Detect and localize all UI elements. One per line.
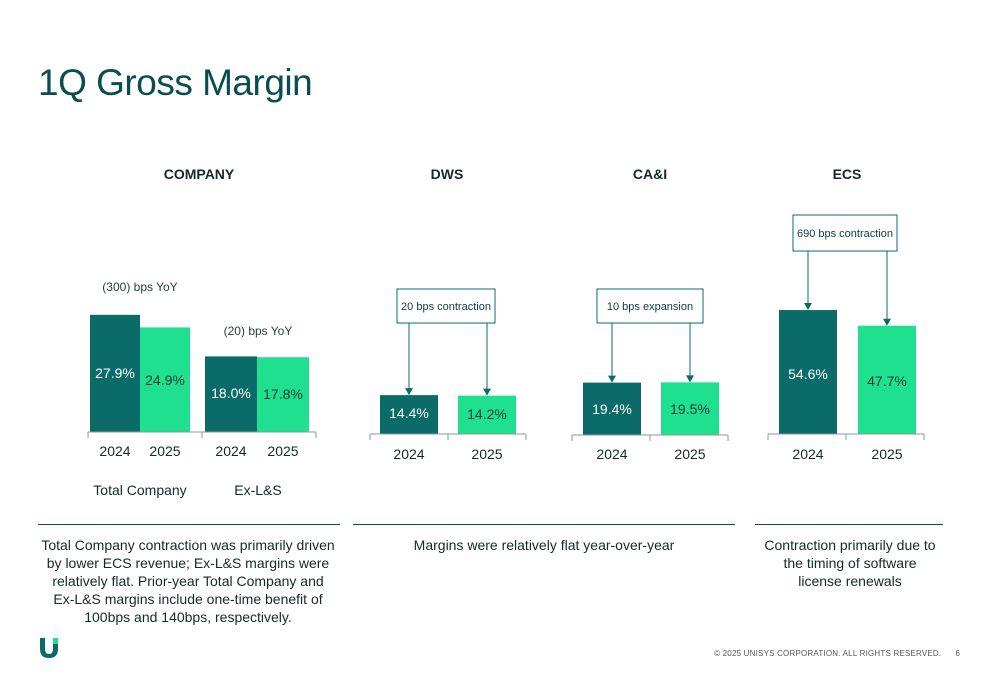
cai-bar-2025 — [661, 382, 719, 435]
cai-tick-label-2024: 2024 — [596, 446, 627, 462]
ecs-bar-2025 — [858, 325, 916, 434]
cai-callout-text: 10 bps expansion — [607, 301, 693, 313]
ex-ls-bar-2024 — [205, 356, 257, 432]
page-title: 1Q Gross Margin — [38, 62, 313, 103]
ecs-tick-label-2024: 2024 — [792, 446, 823, 462]
ecs-callout-arrowhead-0 — [804, 303, 812, 311]
copyright-text: © 2025 UNISYS CORPORATION. ALL RIGHTS RE… — [714, 649, 942, 658]
dws-bar-2024 — [380, 395, 438, 434]
total-company-bar-2025 — [140, 327, 190, 432]
ex-ls-callout: (20) bps YoY — [224, 324, 293, 338]
dws-callout-arrowhead-0 — [405, 388, 413, 396]
ex-ls-tick-label-2025: 2025 — [267, 443, 298, 459]
note-middle: Margins were relatively flat year-over-y… — [413, 537, 675, 553]
ex-ls-tick-label-2024: 2024 — [215, 443, 246, 459]
footer: © 2025 UNISYS CORPORATION. ALL RIGHTS RE… — [714, 649, 960, 658]
page-number: 6 — [955, 649, 960, 658]
note-divider-ecs — [755, 524, 943, 525]
note-divider-company — [38, 524, 340, 525]
note-divider-middle — [353, 524, 735, 525]
ecs-value-label-2024: 54.6% — [788, 366, 828, 382]
dws-callout-text: 20 bps contraction — [401, 301, 491, 313]
total-company-tick-label-2024: 2024 — [99, 443, 130, 459]
note-company: Total Company contraction was primarily … — [41, 537, 335, 625]
unisys-logo — [40, 638, 58, 658]
total-company-value-label-2025: 24.9% — [145, 372, 185, 388]
total-company-bar-2024 — [90, 314, 140, 432]
ecs-callout-text: 690 bps contraction — [797, 228, 893, 240]
cai-value-label-2024: 19.4% — [592, 401, 632, 417]
dws-callout-box — [396, 288, 496, 324]
ex-ls-value-label-2024: 18.0% — [211, 385, 251, 401]
panel-title-ecs: ECS — [832, 166, 862, 182]
dws-callout-arrowhead-1 — [483, 388, 491, 396]
dws-bar-2025 — [458, 395, 516, 434]
ex-ls-value-label-2025: 17.8% — [263, 386, 303, 402]
ex-ls-bar-2025 — [257, 357, 309, 432]
panel-title-cai: CA&I — [632, 166, 668, 182]
ecs-callout-box — [792, 214, 898, 252]
panel-title-company: COMPANY — [163, 166, 235, 182]
cai-bar-2024 — [583, 382, 641, 435]
panel-title-dws: DWS — [430, 166, 464, 182]
total-company-callout: (300) bps YoY — [102, 280, 177, 294]
dws-tick-label-2024: 2024 — [393, 446, 424, 462]
dws-value-label-2025: 14.2% — [467, 406, 507, 422]
dws-value-label-2024: 14.4% — [389, 405, 429, 421]
total-company-group-label: Total Company — [93, 482, 186, 498]
dws-tick-label-2025: 2025 — [471, 446, 502, 462]
cai-value-label-2025: 19.5% — [670, 401, 710, 417]
total-company-tick-label-2025: 2025 — [149, 443, 180, 459]
note-ecs: Contraction primarily due to the timing … — [764, 537, 936, 589]
cai-tick-label-2025: 2025 — [674, 446, 705, 462]
ex-ls-group-label: Ex-L&S — [234, 482, 281, 498]
ecs-value-label-2025: 47.7% — [867, 373, 907, 389]
cai-callout-box — [596, 288, 704, 324]
cai-callout-arrowhead-1 — [686, 375, 694, 383]
cai-callout-arrowhead-0 — [608, 375, 616, 383]
ecs-tick-label-2025: 2025 — [871, 446, 902, 462]
ecs-callout-arrowhead-1 — [883, 318, 891, 326]
total-company-value-label-2024: 27.9% — [95, 365, 135, 381]
ecs-bar-2024 — [779, 310, 837, 434]
